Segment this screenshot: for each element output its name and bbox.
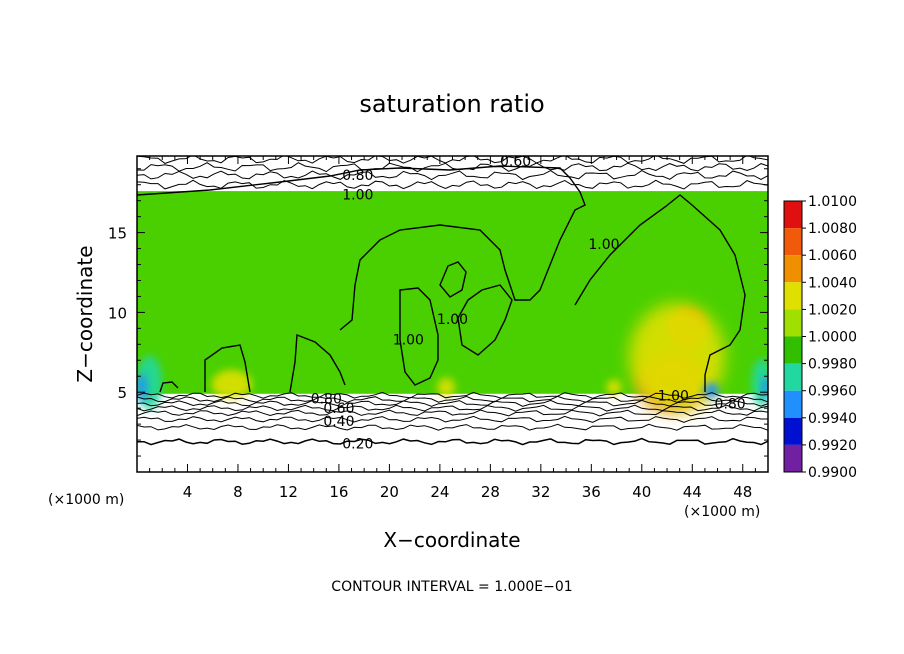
surface-contour-line — [137, 391, 768, 399]
y-axis-label: Z−coordinate — [73, 245, 97, 382]
contour-label: 1.00 — [393, 333, 424, 349]
plot-area: 0.600.801.001.001.001.001.000.80 0.800.60… — [137, 154, 768, 472]
contour-label: 0.20 — [342, 436, 373, 452]
saturation-anomaly — [606, 379, 622, 396]
colorbar-label: 0.9940 — [808, 411, 857, 427]
contour-line-1.00 — [574, 194, 746, 392]
surface-contour-lines — [137, 391, 768, 446]
contour-label: 1.00 — [342, 187, 373, 203]
x-tick-label: 4 — [183, 483, 193, 501]
colorbar-swatch — [784, 282, 802, 310]
surface-contour-line — [137, 409, 768, 417]
saturation-anomaly — [629, 302, 726, 412]
saturation-anomaly — [703, 382, 719, 399]
top-contour-line — [137, 170, 768, 181]
y-axis-ticks: 5 10 15 — [108, 168, 768, 457]
x-unit-left: (×1000 m) — [48, 492, 124, 508]
x-tick-label: 24 — [430, 483, 449, 501]
chart-title: saturation ratio — [359, 90, 544, 118]
surface-contour-line — [137, 395, 768, 403]
contour-line-1.00 — [399, 287, 439, 386]
surface-contour-line — [137, 423, 768, 431]
x-tick-label: 8 — [233, 483, 243, 501]
top-contour-line — [137, 179, 768, 190]
colorbar-label: 0.9980 — [808, 357, 857, 373]
saturation-anomaly — [211, 369, 252, 399]
contour-line-1.00 — [159, 381, 179, 393]
saturation-anomaly — [761, 376, 768, 399]
saturation-anomaly — [437, 377, 456, 397]
saturation-anomalies — [137, 302, 768, 412]
x-unit-right: (×1000 m) — [684, 504, 760, 520]
contour-line-1.00 — [204, 344, 251, 393]
colorbar-label: 1.0060 — [808, 248, 857, 264]
x-tick-label: 40 — [632, 483, 651, 501]
y-tick-label: 15 — [108, 225, 127, 243]
contour-interval-footer: CONTOUR INTERVAL = 1.000E−01 — [331, 579, 572, 595]
colorbar-swatch — [784, 201, 802, 229]
x-tick-label: 20 — [380, 483, 399, 501]
colorbar-label: 0.9920 — [808, 438, 857, 454]
colorbar-swatch — [784, 309, 802, 337]
y-tick-label: 10 — [108, 304, 127, 322]
x-tick-label: 32 — [531, 483, 550, 501]
colorbar-label: 1.0080 — [808, 221, 857, 237]
contour-label: 1.00 — [437, 312, 468, 328]
colorbar-swatch — [784, 417, 802, 445]
contour-label: 0.80 — [342, 168, 373, 184]
colorbar-swatch — [784, 228, 802, 256]
contour-line-1.00 — [457, 284, 513, 356]
contour-labels: 0.600.801.001.001.001.001.000.80 0.800.60… — [311, 154, 746, 452]
contour-label: 0.60 — [323, 401, 354, 417]
x-tick-label: 36 — [582, 483, 601, 501]
contour-label: 1.00 — [588, 237, 619, 253]
colorbar-label: 0.9900 — [808, 465, 857, 481]
colorbar-label: 0.9960 — [808, 384, 857, 400]
x-axis-label: X−coordinate — [383, 528, 520, 552]
colorbar: 1.0100 1.0080 1.0060 1.0040 1.0020 1.0000 0.99… — [783, 194, 857, 481]
colorbar-label: 1.0100 — [808, 194, 857, 210]
contour-line-1.00 — [289, 334, 346, 393]
contour-label: 0.80 — [715, 396, 746, 412]
x-tick-label: 12 — [279, 483, 298, 501]
contour-label: 0.40 — [323, 414, 354, 430]
contour-line-1.00 — [439, 261, 467, 298]
surface-contour-line — [137, 437, 768, 446]
x-tick-label: 28 — [481, 483, 500, 501]
colorbar-label: 1.0000 — [808, 330, 857, 346]
surface-contour-line — [137, 399, 768, 407]
x-axis-ticks: 4 8 12 16 20 24 28 32 36 40 44 48 — [149, 156, 756, 501]
x-tick-label: 48 — [733, 483, 752, 501]
colorbar-swatch — [784, 255, 802, 283]
surface-contour-line — [137, 415, 768, 423]
colorbar-swatch — [784, 336, 802, 364]
top-contour-line — [137, 162, 768, 173]
colorbar-label: 1.0020 — [808, 302, 857, 318]
x-tick-label: 16 — [329, 483, 348, 501]
colorbar-label: 1.0040 — [808, 275, 857, 291]
contour-label: 1.00 — [658, 388, 689, 404]
x-tick-label: 44 — [683, 483, 702, 501]
colorbar-swatch — [784, 363, 802, 391]
contour-label: 0.80 — [311, 392, 342, 408]
y-tick-label: 5 — [117, 384, 127, 402]
colorbar-swatch — [784, 390, 802, 418]
colorbar-swatch — [784, 444, 802, 472]
contour-label: 0.60 — [500, 154, 531, 170]
